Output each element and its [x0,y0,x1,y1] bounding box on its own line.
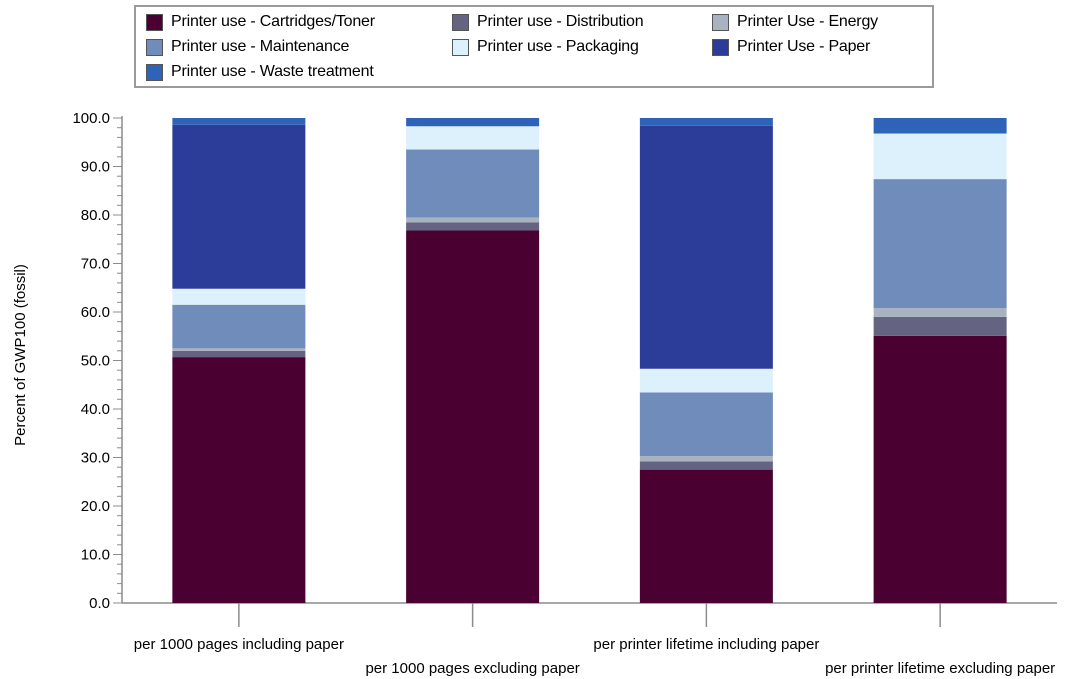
bar-segment [406,149,540,218]
x-tick-label: per printer lifetime excluding paper [825,660,1055,677]
legend-item-packaging: Printer use - Packaging [452,38,639,56]
bar-segment [639,368,773,393]
bar-segment [406,230,540,603]
legend-swatch [146,13,163,31]
bar-segment [873,335,1007,603]
legend-label: Printer Use - Energy [737,13,878,30]
y-tick-label: 50.0 [81,353,110,370]
legend-item-cartridges-toner: Printer use - Cartridges/Toner [146,13,375,31]
legend-swatch [712,13,729,31]
bar-segment [172,124,306,289]
legend-swatch [146,63,163,81]
y-axis-label: Percent of GWP100 (fossil) [12,264,29,446]
bar-segment [639,461,773,470]
legend-item-waste-treatment: Printer use - Waste treatment [146,63,374,81]
bar-segment [639,118,773,126]
legend-label: Printer use - Cartridges/Toner [171,13,375,30]
legend-item-energy: Printer Use - Energy [712,13,878,31]
y-tick-label: 10.0 [81,547,110,564]
bar-segment [172,350,306,358]
bar-segment [172,288,306,305]
y-tick-label: 60.0 [81,304,110,321]
legend-swatch [712,38,729,56]
legend-label: Printer Use - Paper [737,38,871,55]
bar-segment [172,348,306,351]
legend-swatch [146,38,163,56]
bar-segment [406,118,540,127]
legend-label: Printer use - Packaging [477,38,639,55]
y-tick-label: 90.0 [81,159,110,176]
bar-segment [873,308,1007,317]
bar-segment [873,133,1007,180]
x-tick-label: per printer lifetime including paper [593,636,819,653]
y-axis: 0.0 10.0 20.0 30.0 40.0 50.0 60.0 70.0 80.0 90.0 1… [72,110,123,612]
legend-swatch [452,38,469,56]
bar-segment [406,217,540,223]
legend-item-maintenance: Printer use - Maintenance [146,38,349,56]
bar-segment [639,469,773,603]
bar-segment [639,125,773,369]
legend-swatch [452,13,469,31]
bar-segment [406,126,540,150]
bar-segment [873,316,1007,336]
y-tick-label: 100.0 [72,110,110,127]
legend: Printer use - Cartridges/Toner Printer u… [134,5,934,88]
legend-label: Printer use - Distribution [477,13,644,30]
bar-segment [873,118,1007,134]
bars [172,118,1007,603]
bar-segment [639,392,773,457]
bar-segment [639,456,773,462]
y-tick-label: 70.0 [81,256,110,273]
x-tick-label: per 1000 pages including paper [134,636,344,653]
bar-segment [172,357,306,603]
bar-segment [873,179,1007,309]
legend-item-distribution: Printer use - Distribution [452,13,644,31]
bar-segment [172,118,306,125]
y-tick-label: 0.0 [89,595,110,612]
x-tick-label: per 1000 pages excluding paper [365,660,579,677]
y-tick-label: 20.0 [81,498,110,515]
y-tick-label: 80.0 [81,207,110,224]
bar-segment [406,222,540,231]
legend-item-paper: Printer Use - Paper [712,38,870,56]
bar-segment [172,304,306,349]
legend-label: Printer use - Maintenance [171,38,350,55]
x-axis: per 1000 pages including paper per 1000 p… [122,602,1057,677]
y-tick-label: 30.0 [81,450,110,467]
y-tick-label: 40.0 [81,401,110,418]
legend-label: Printer use - Waste treatment [171,63,374,80]
